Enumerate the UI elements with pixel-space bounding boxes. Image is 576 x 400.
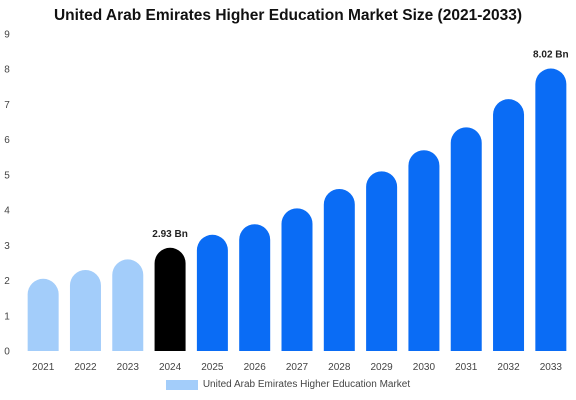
bar-2024 [154, 247, 186, 351]
bar-2030 [408, 150, 440, 351]
legend: United Arab Emirates Higher Education Ma… [0, 379, 576, 390]
data-labels: 2.93 Bn 8.02 Bn [152, 50, 568, 240]
bar-2025 [196, 234, 228, 351]
y-tick-label: 0 [4, 347, 10, 358]
legend-label: United Arab Emirates Higher Education Ma… [202, 379, 411, 390]
bar-2022 [69, 269, 101, 351]
x-tick-label: 2032 [497, 362, 520, 373]
bar-2029 [366, 171, 398, 351]
bar-2033 [535, 68, 567, 352]
x-tick-label: 2031 [455, 362, 478, 373]
y-tick-label: 5 [4, 170, 10, 181]
bar-2021 [27, 278, 59, 351]
bar-2023 [112, 259, 144, 351]
x-tick-label: 2027 [286, 362, 309, 373]
x-tick-label: 2026 [244, 362, 267, 373]
x-tick-label: 2025 [201, 362, 224, 373]
bar-2032 [493, 99, 525, 352]
y-axis: 0 1 2 3 4 5 6 7 8 9 [4, 30, 10, 358]
x-tick-label: 2023 [117, 362, 140, 373]
bar-2031 [450, 127, 482, 351]
bar-2026 [239, 224, 271, 351]
y-tick-label: 8 [4, 65, 10, 76]
y-tick-label: 4 [4, 206, 10, 217]
chart-title: United Arab Emirates Higher Education Ma… [53, 7, 523, 24]
data-label-2033: 8.02 Bn [533, 50, 569, 61]
x-tick-label: 2028 [328, 362, 351, 373]
y-tick-label: 6 [4, 135, 10, 146]
x-tick-label: 2021 [32, 362, 55, 373]
x-tick-label: 2024 [159, 362, 182, 373]
y-tick-label: 7 [4, 100, 10, 111]
x-tick-label: 2029 [370, 362, 393, 373]
data-label-2024: 2.93 Bn [152, 229, 188, 240]
x-axis: 2021 2022 2023 2024 2025 2026 2027 2028 2029 2030… [32, 362, 562, 373]
y-tick-label: 1 [4, 311, 10, 322]
x-tick-label: 2022 [74, 362, 97, 373]
y-tick-label: 2 [4, 276, 10, 287]
legend-swatch [165, 379, 198, 390]
bar-series [27, 68, 567, 352]
x-tick-label: 2033 [540, 362, 563, 373]
y-tick-label: 9 [4, 30, 10, 41]
bar-2028 [323, 188, 355, 351]
x-tick-label: 2030 [413, 362, 436, 373]
bar-2027 [281, 208, 313, 351]
y-tick-label: 3 [4, 241, 10, 252]
